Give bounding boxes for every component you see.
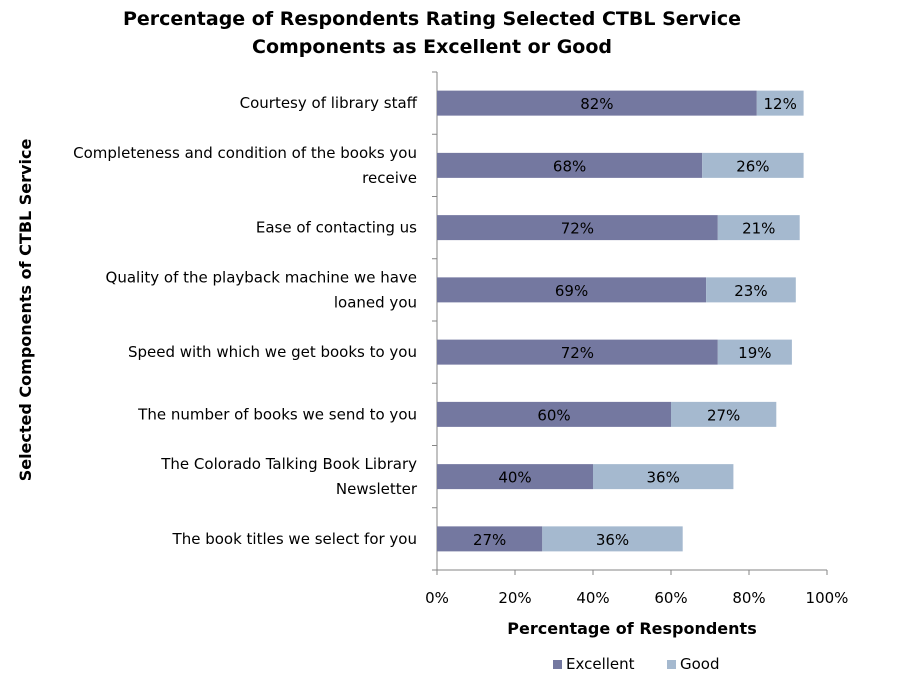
y-axis-title-text: Selected Components of CTBL Service [16, 139, 35, 482]
data-label-good: 19% [738, 344, 771, 362]
bar-excellent-6 [437, 464, 593, 490]
bar-good-6 [593, 464, 734, 490]
data-label-excellent: 40% [498, 469, 531, 487]
category-label: The number of books we send to you [137, 405, 417, 423]
bar-good-4 [717, 339, 792, 365]
bar-excellent-3 [437, 277, 707, 303]
chart-title: Percentage of Respondents Rating Selecte… [123, 8, 741, 58]
data-label-excellent: 82% [580, 95, 613, 113]
x-tick-label: 20% [498, 589, 531, 607]
data-label-excellent: 72% [561, 220, 594, 238]
category-label: receive [362, 169, 417, 187]
x-tick-label: 40% [576, 589, 609, 607]
data-label-good: 23% [734, 282, 767, 300]
bar-good-7 [542, 526, 683, 552]
bar-good-0 [756, 90, 804, 116]
legend-label: Excellent [566, 655, 635, 673]
bar-excellent-0 [437, 90, 757, 116]
legend: Excellent Good [553, 655, 720, 673]
data-label-good: 21% [742, 220, 775, 238]
chart-title-line: Components as Excellent or Good [252, 36, 612, 58]
category-labels: Courtesy of library staff Completeness an… [73, 94, 418, 548]
bar-good-1 [702, 152, 804, 178]
category-label: Completeness and condition of the books … [73, 144, 417, 162]
category-label: Quality of the playback machine we have [106, 268, 417, 286]
y-axis-title: Selected Components of CTBL Service [16, 139, 35, 482]
x-tick-label: 100% [806, 589, 849, 607]
chart-title-line: Percentage of Respondents Rating Selecte… [123, 8, 741, 30]
category-label: The Colorado Talking Book Library [160, 455, 417, 473]
bar-excellent-7 [437, 526, 543, 552]
bar-good-3 [706, 277, 796, 303]
bar-excellent-1 [437, 152, 703, 178]
data-labels: 82% 12% 68% 26% 72% 21% 69% 23% 72% 19% 60% 27% 40% 3… [473, 95, 797, 549]
bar-excellent-5 [437, 401, 671, 427]
bar-good-5 [671, 401, 777, 427]
bar-excellent-2 [437, 215, 718, 241]
legend-swatch [553, 660, 562, 669]
category-label: Courtesy of library staff [240, 94, 418, 112]
data-label-excellent: 27% [473, 531, 506, 549]
bar-good-2 [717, 215, 800, 241]
category-label: Newsletter [336, 480, 418, 498]
data-label-excellent: 68% [553, 157, 586, 175]
category-label: Speed with which we get books to you [128, 343, 417, 361]
data-label-good: 26% [736, 157, 769, 175]
data-label-excellent: 72% [561, 344, 594, 362]
data-label-excellent: 69% [555, 282, 588, 300]
data-label-good: 27% [707, 406, 740, 424]
axes [432, 71, 828, 575]
x-tick-label: 60% [654, 589, 687, 607]
x-tick-label: 80% [732, 589, 765, 607]
bars [437, 90, 804, 552]
category-label: The book titles we select for you [172, 530, 417, 548]
x-axis-title: Percentage of Respondents [507, 619, 756, 638]
x-tick-labels: 0% 20% 40% 60% 80% 100% [425, 589, 848, 607]
category-label: Ease of contacting us [256, 219, 417, 237]
legend-swatch [667, 660, 676, 669]
category-label: loaned you [334, 293, 417, 311]
data-label-good: 36% [647, 469, 680, 487]
bar-excellent-4 [437, 339, 718, 365]
legend-label: Good [680, 655, 720, 673]
data-label-good: 36% [596, 531, 629, 549]
data-label-excellent: 60% [537, 406, 570, 424]
data-label-good: 12% [764, 95, 797, 113]
x-tick-label: 0% [425, 589, 449, 607]
